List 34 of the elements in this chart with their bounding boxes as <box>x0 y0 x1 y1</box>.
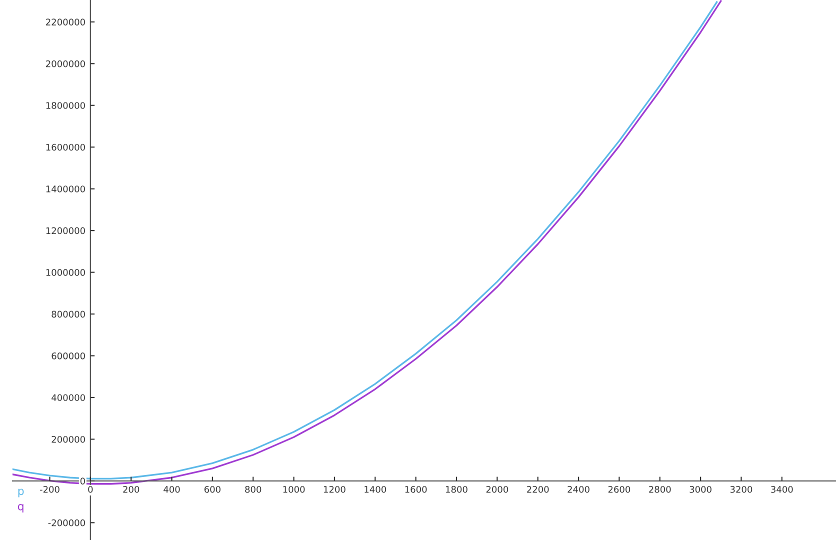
x-tick-label: 600 <box>204 486 220 493</box>
x-tick-label: 3000 <box>690 486 712 493</box>
y-tick-label: 800000 <box>52 310 85 318</box>
x-tick-label: 2400 <box>568 486 590 493</box>
x-tick-label: 0 <box>88 486 93 493</box>
y-tick-label: 0 <box>80 478 85 485</box>
y-tick-label: 1600000 <box>46 144 85 151</box>
x-tick-label: 2000 <box>486 486 508 493</box>
x-tick-label: 2800 <box>649 486 671 493</box>
y-tick-label: 1400000 <box>46 186 85 192</box>
x-tick-label: 400 <box>164 486 180 493</box>
x-tick-label: 2600 <box>608 486 630 493</box>
text: q <box>18 504 24 513</box>
x-tick-label: 1600 <box>405 486 427 493</box>
x-tick-label: 3400 <box>771 486 793 493</box>
y-tick-label: 2200000 <box>46 18 85 26</box>
x-tick-label: 1000 <box>283 486 305 493</box>
y-tick-label: -200000 <box>48 519 85 526</box>
x-tick-label: 1400 <box>364 486 386 493</box>
x-tick-label: 2200 <box>527 486 549 493</box>
x-tick-label: 800 <box>245 486 262 493</box>
y-tick-label: 200000 <box>52 436 85 443</box>
y-tick-label: 400000 <box>52 394 85 402</box>
series-label: p <box>18 488 24 498</box>
x-tick-label: -200 <box>40 486 60 493</box>
y-tick-label: 2000000 <box>46 60 85 68</box>
x-tick-label: 1800 <box>446 486 468 493</box>
y-tick-label: 1000000 <box>46 269 85 276</box>
y-tick-label: 1200000 <box>46 227 85 234</box>
y-tick-label: 1800000 <box>46 102 85 109</box>
x-tick-label: 200 <box>123 486 140 493</box>
y-tick-label: 600000 <box>52 352 85 360</box>
x-tick-label: 3200 <box>730 486 752 493</box>
x-tick-label: 1200 <box>324 486 346 493</box>
